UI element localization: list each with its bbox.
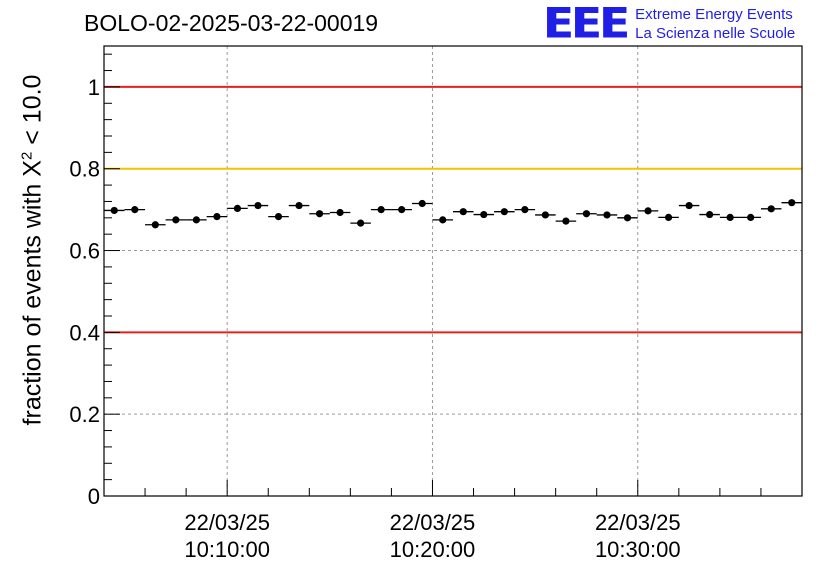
data-point — [192, 216, 200, 224]
logo-mark: EEE — [543, 0, 629, 48]
y-tick-label: 0.6 — [69, 239, 100, 264]
data-point — [500, 208, 508, 216]
data-point — [377, 206, 385, 214]
data-point — [459, 208, 467, 216]
data-point — [541, 211, 549, 219]
data-point — [315, 210, 324, 218]
y-axis-label-prefix: fraction of events with X — [18, 160, 47, 426]
data-point — [603, 211, 611, 219]
data-point — [233, 204, 242, 213]
x-tick-label-date: 22/03/25 — [184, 510, 270, 535]
data-point — [418, 199, 426, 208]
x-tick-label-date: 22/03/25 — [390, 510, 476, 535]
chart-title: BOLO-02-2025-03-22-00019 — [84, 10, 379, 36]
data-point — [398, 206, 406, 214]
x-tick-label-time: 10:20:00 — [390, 537, 476, 562]
y-tick-label: 1 — [88, 75, 100, 100]
y-axis-label-sup: 2 — [18, 151, 36, 161]
y-tick-label: 0.8 — [69, 157, 100, 182]
x-tick-label-date: 22/03/25 — [595, 510, 681, 535]
data-point — [623, 214, 632, 222]
y-tick-label: 0.2 — [69, 402, 100, 427]
data-point — [172, 216, 180, 224]
data-point — [480, 210, 488, 219]
data-point — [664, 213, 673, 222]
data-point — [685, 201, 693, 210]
data-point — [788, 199, 796, 207]
data-point — [644, 207, 652, 215]
logo-line-2: La Scienza nelle Scuole — [635, 25, 796, 42]
data-point — [562, 217, 570, 225]
data-point — [357, 219, 365, 227]
data-point — [274, 212, 283, 221]
x-tick-label-time: 10:30:00 — [595, 537, 681, 562]
plot-frame — [103, 45, 803, 497]
data-point — [726, 213, 734, 222]
y-axis-label-suffix: < 10.0 — [18, 74, 47, 152]
data-point — [151, 221, 159, 229]
data-point — [131, 206, 139, 214]
data-point — [110, 206, 118, 215]
data-point — [213, 212, 221, 221]
data-point — [295, 201, 303, 210]
y-tick-label: 0.4 — [69, 320, 100, 345]
data-point — [439, 216, 447, 224]
logo-line-1: Extreme Energy Events — [635, 6, 793, 23]
data-point — [747, 213, 755, 222]
data-point — [767, 205, 775, 213]
x-tick-label-time: 10:10:00 — [184, 537, 270, 562]
data-point — [706, 210, 714, 219]
y-axis-label: fraction of events with X2 < 10.0 — [18, 75, 47, 426]
y-tick-label: 0 — [88, 484, 100, 509]
data-point — [521, 206, 529, 214]
data-point — [336, 208, 344, 217]
data-point — [254, 201, 262, 210]
eee-logo: EEE Extreme Energy Events La Scienza nel… — [543, 2, 795, 46]
logo-text: Extreme Energy Events La Scienza nelle S… — [635, 5, 795, 43]
data-point — [582, 210, 591, 218]
